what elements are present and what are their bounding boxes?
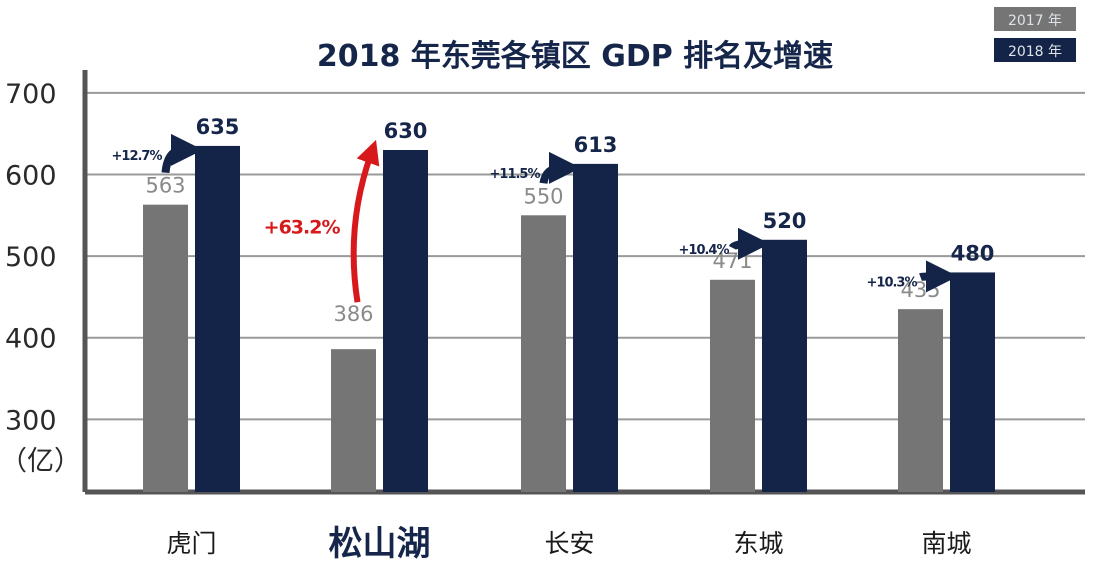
legend-label-2017: 2017 年 (1008, 13, 1062, 29)
growth-arrow-icon (539, 151, 581, 185)
category-label: 东城 (733, 529, 783, 558)
value-label-2017: 386 (333, 302, 373, 326)
value-label-2017: 550 (523, 184, 563, 208)
bar-2018 (383, 149, 428, 493)
y-tick-label: 300 (5, 405, 57, 436)
bar-2017 (710, 279, 755, 492)
category-label: 松山湖 (329, 524, 431, 564)
value-label-2018: 635 (196, 115, 240, 139)
y-tick-label: 500 (5, 242, 57, 273)
category-label: 南城 (921, 529, 971, 558)
bar-2018 (195, 145, 240, 493)
bar-2018 (573, 163, 618, 492)
growth-label: +12.7% (112, 149, 163, 164)
growth-arrow-icon (919, 260, 958, 293)
growth-arrow-icon (728, 227, 770, 260)
legend-swatch-2017 (994, 7, 1076, 31)
growth-label: +11.5% (490, 167, 541, 182)
category-label: 长安 (544, 529, 594, 558)
bar-2018 (762, 239, 807, 492)
chart-title: 2018 年东莞各镇区 GDP 排名及增速 (317, 39, 833, 74)
growth-label: +10.3% (867, 275, 918, 290)
bar-2018 (950, 272, 995, 492)
bar-2017 (898, 309, 943, 492)
y-axis-unit: （亿） (0, 446, 81, 477)
legend-label-2018: 2018 年 (1008, 44, 1062, 60)
bar-2017 (521, 215, 566, 493)
bar-2017 (143, 204, 188, 492)
legend: 2017 年 2018 年 (994, 7, 1076, 62)
y-tick-label: 700 (5, 79, 57, 110)
bar-2017 (331, 349, 376, 492)
growth-label: +10.4% (679, 243, 730, 258)
value-label-2017: 563 (145, 174, 185, 198)
value-label-2018: 630 (384, 119, 428, 143)
y-tick-label: 600 (5, 160, 57, 191)
growth-arrow-icon (161, 133, 203, 174)
value-label-2018: 613 (574, 133, 618, 157)
growth-arrow-icon (350, 139, 380, 303)
legend-swatch-2018 (994, 38, 1076, 62)
growth-label: +63.2% (264, 217, 341, 239)
category-label: 虎门 (166, 529, 216, 558)
value-label-2018: 480 (951, 241, 995, 265)
value-label-2018: 520 (763, 209, 807, 233)
y-tick-label: 400 (5, 324, 57, 355)
